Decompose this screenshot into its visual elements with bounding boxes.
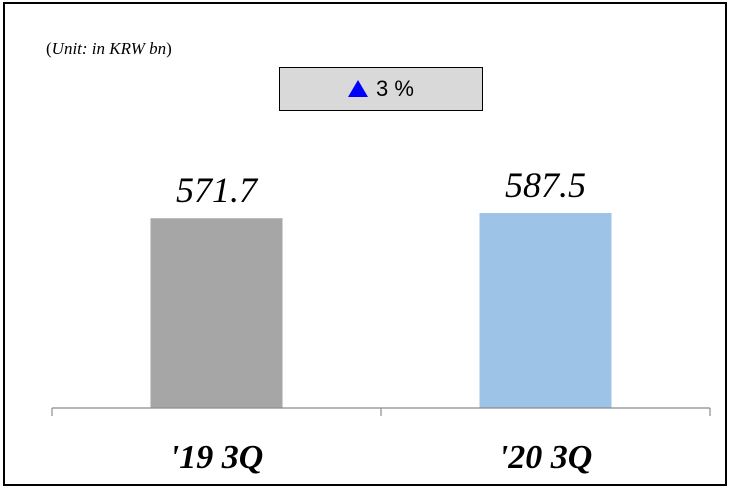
up-triangle-icon [348, 79, 369, 97]
bar-1 [150, 218, 283, 408]
growth-value: 3 % [376, 76, 414, 101]
chart-frame [3, 2, 727, 486]
category-label-1: '19 3Q [170, 439, 264, 476]
unit-note-open-paren: ( [46, 39, 52, 58]
bar-2 [479, 213, 612, 408]
unit-note-close-paren: ) [166, 39, 172, 58]
growth-badge: 3 % [279, 67, 483, 111]
category-label-2: '20 3Q [499, 439, 593, 476]
data-label-2: 587.5 [505, 165, 586, 205]
data-label-1: 571.7 [176, 170, 259, 210]
unit-note: (Unit: in KRW bn) [46, 39, 172, 59]
unit-note-label: Unit: in KRW bn [51, 39, 167, 58]
